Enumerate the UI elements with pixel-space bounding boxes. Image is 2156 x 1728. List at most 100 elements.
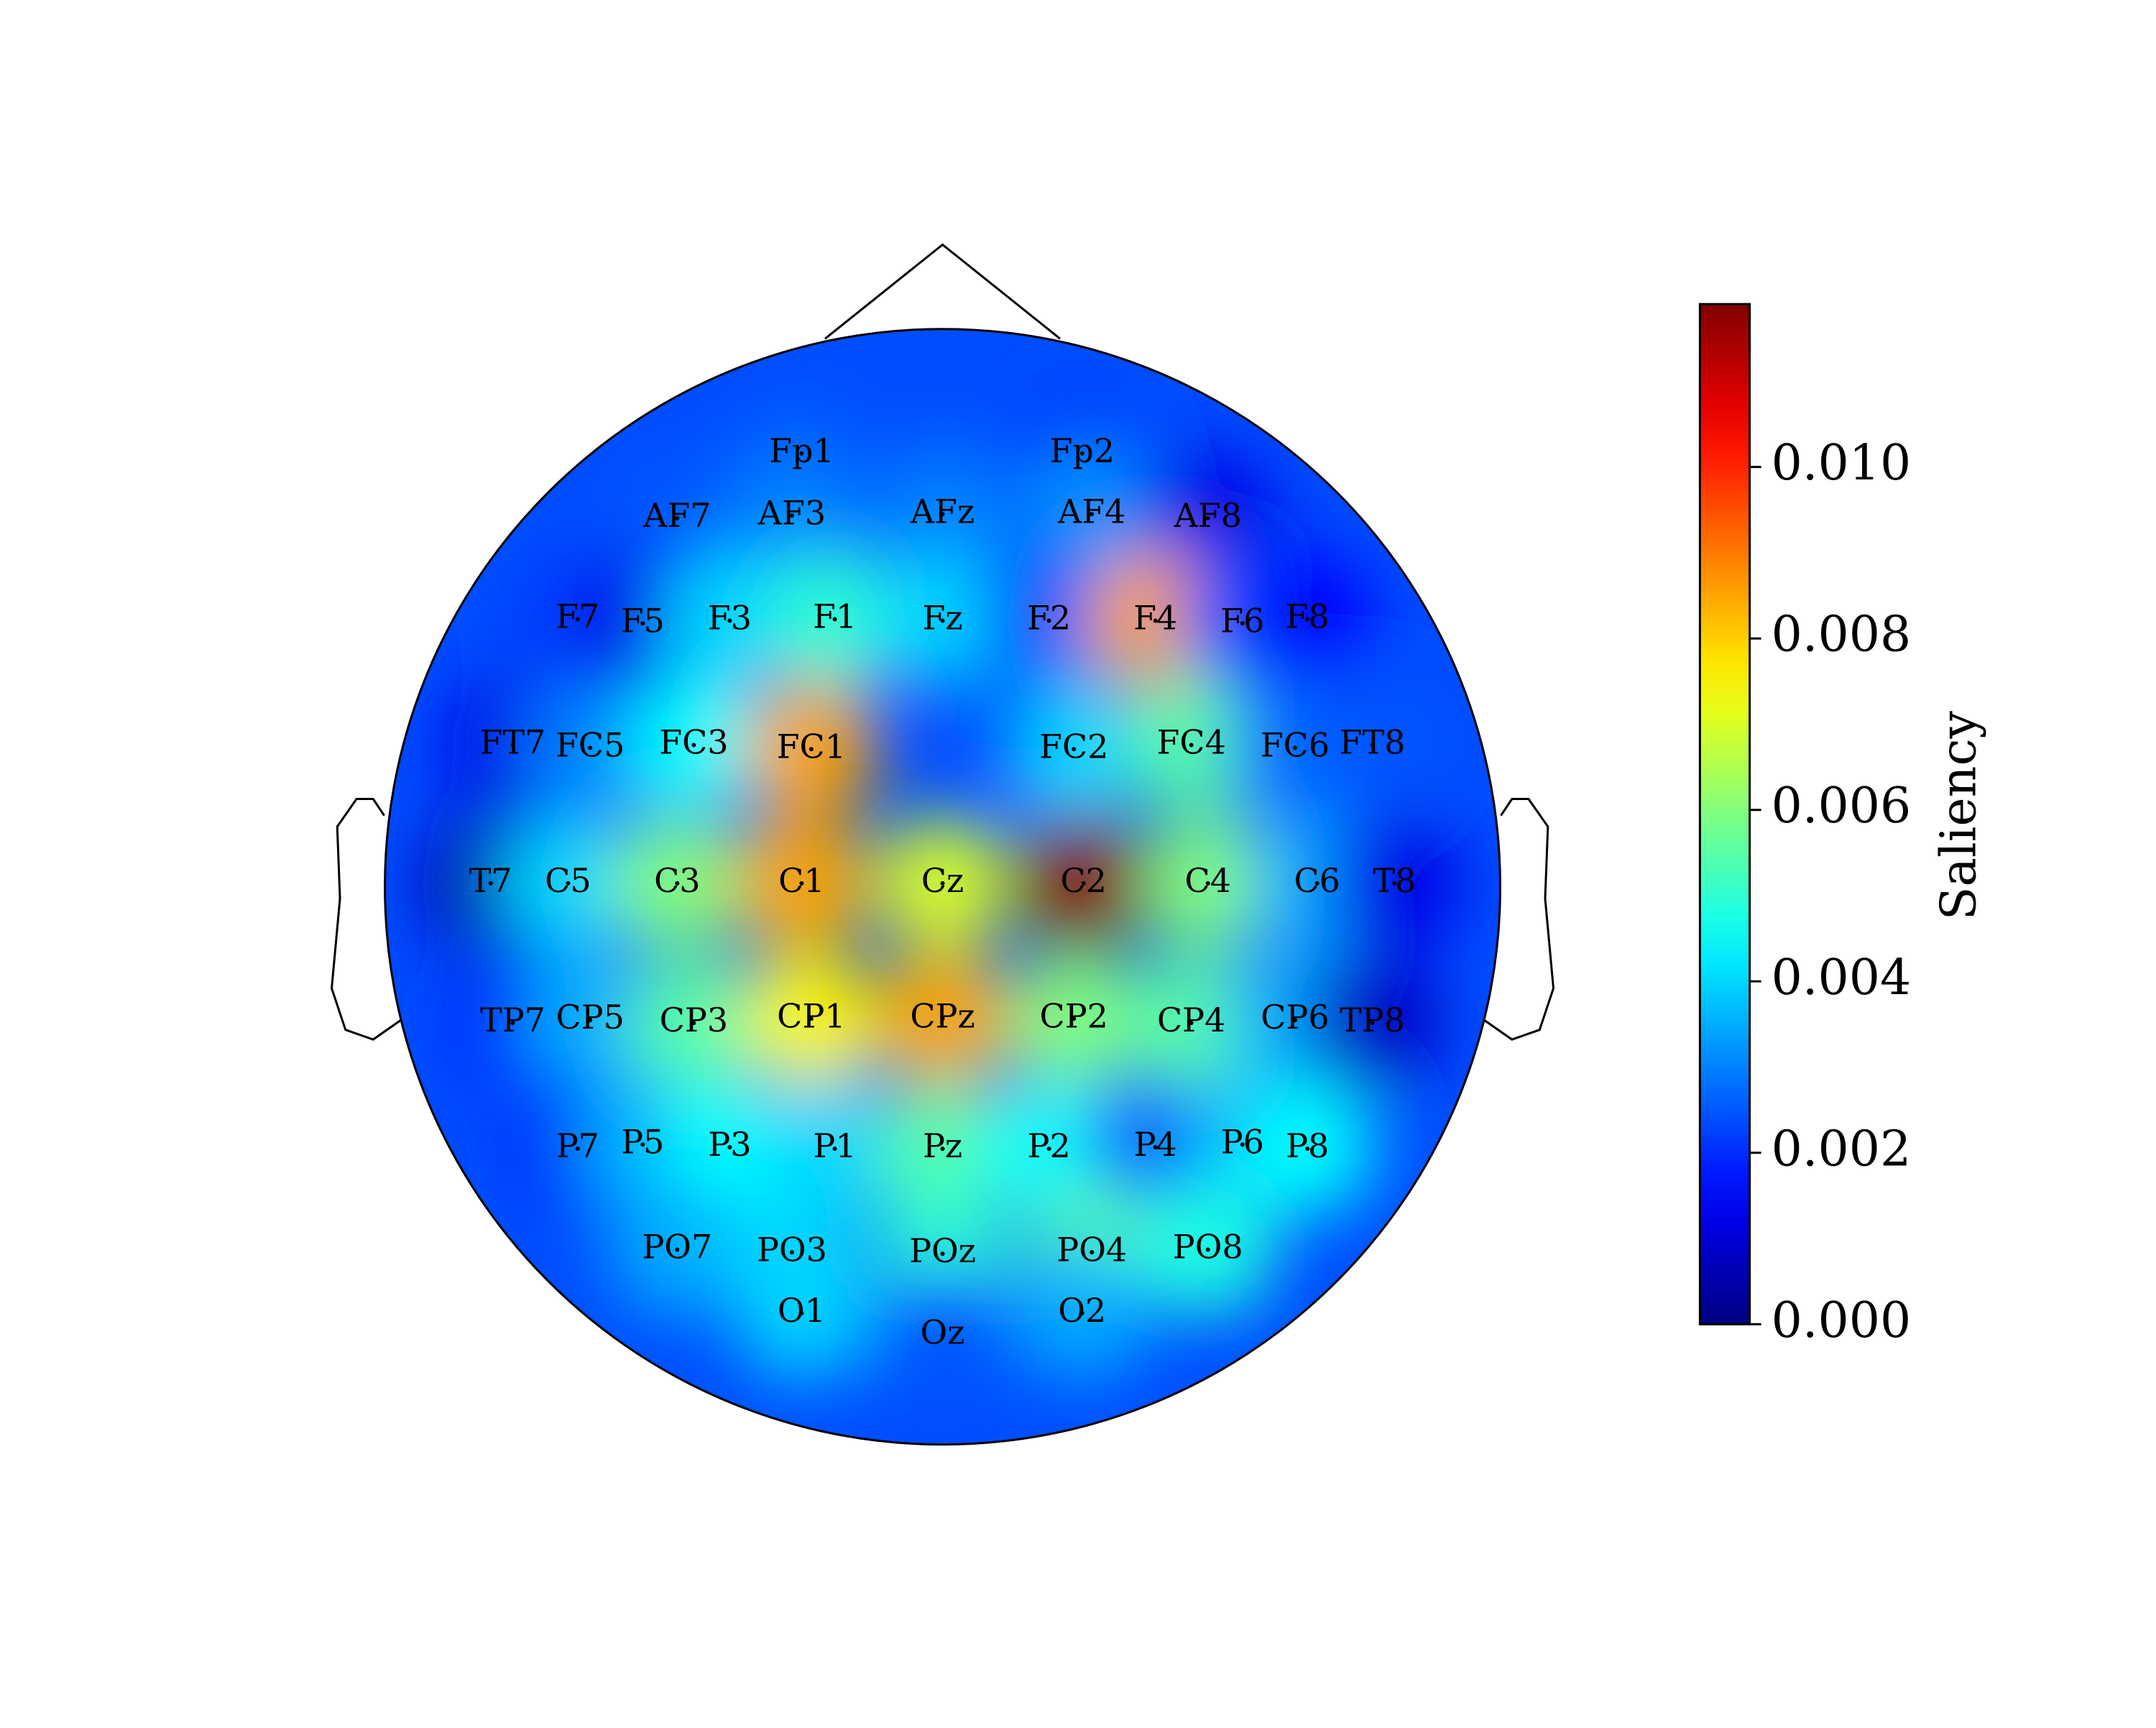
channel-label: O2 [1058, 1291, 1106, 1330]
colorbar [1698, 303, 1751, 1325]
electrode [940, 1333, 945, 1338]
channel-label: CP2 [1040, 996, 1108, 1035]
electrode [1089, 1250, 1095, 1255]
electrode [1240, 621, 1245, 626]
electrode [1079, 451, 1084, 456]
channel-label: C6 [1294, 861, 1340, 900]
channel-label: AF4 [1057, 492, 1125, 530]
channel-label: CP1 [777, 996, 845, 1035]
channel-label: P2 [1028, 1126, 1071, 1165]
electrode [1292, 1018, 1297, 1023]
channel-label: O1 [778, 1291, 826, 1330]
channel-label: TP7 [480, 1001, 545, 1039]
channel-label: P6 [1221, 1122, 1264, 1161]
channel-label: Pz [923, 1126, 962, 1165]
channel-label: C2 [1060, 861, 1106, 900]
left-ear [331, 798, 402, 1041]
electrode [940, 512, 945, 517]
channel-label: P1 [813, 1126, 856, 1165]
electrode [727, 1145, 732, 1150]
channel-label: Fz [922, 598, 962, 637]
electrode [675, 516, 680, 521]
electrode [1153, 1145, 1158, 1150]
colorbar-tick-label: 0.010 [1772, 435, 1912, 492]
electrode [799, 881, 804, 886]
electrode [1370, 743, 1375, 748]
electrode [1081, 881, 1086, 886]
channel-label: C4 [1185, 861, 1231, 900]
channel-label: CPz [910, 996, 975, 1035]
electrode [1072, 1016, 1077, 1021]
channel-label: Cz [921, 861, 964, 900]
channel-label: P4 [1134, 1125, 1177, 1164]
channel-label: Fp1 [769, 431, 834, 470]
channel-label: F8 [1286, 597, 1330, 636]
electrode [675, 1247, 680, 1252]
channel-label: F1 [813, 597, 857, 636]
electrode [640, 1142, 645, 1147]
electrode [1072, 747, 1077, 752]
channel-label: CP3 [660, 1001, 728, 1039]
channel-label: P8 [1286, 1126, 1329, 1165]
channel-label: FC2 [1039, 727, 1108, 766]
channel-label: FC5 [556, 725, 625, 764]
electrode [789, 513, 794, 518]
nose [824, 243, 1061, 340]
channel-label: F3 [708, 598, 752, 637]
electrode [1240, 1142, 1245, 1147]
colorbar-label: Saliency [1930, 710, 1987, 920]
channel-label: CP5 [556, 998, 624, 1037]
channel-label: Oz [921, 1313, 965, 1352]
electrode [691, 743, 696, 748]
channel-label: P7 [556, 1126, 599, 1165]
electrode [1305, 1146, 1310, 1152]
electrode [940, 618, 945, 623]
channel-label: F2 [1027, 598, 1071, 637]
electrode [808, 1016, 814, 1021]
electrode [1153, 618, 1158, 623]
electrode [940, 1016, 945, 1021]
electrode [832, 617, 837, 622]
electrode [1205, 881, 1210, 886]
channel-label: F6 [1220, 601, 1264, 640]
electrode [940, 881, 945, 886]
electrode [675, 881, 680, 886]
electrode [588, 1018, 593, 1023]
right-ear [1483, 798, 1555, 1041]
electrode [488, 881, 493, 886]
channel-label: PO3 [757, 1230, 827, 1269]
channel-label: F7 [556, 597, 599, 636]
channel-label: FC1 [777, 727, 846, 766]
electrode [510, 743, 515, 748]
channel-label: PO8 [1173, 1227, 1243, 1266]
channel-label: FC6 [1261, 725, 1330, 764]
colorbar-tick-label: 0.002 [1772, 1121, 1912, 1177]
channel-label: C5 [545, 861, 591, 900]
electrode [940, 1146, 945, 1152]
channel-label: AF7 [642, 496, 711, 535]
electrode [808, 747, 814, 752]
electrode [640, 621, 645, 626]
electrode [1189, 743, 1194, 748]
channel-label: AF8 [1174, 496, 1242, 535]
channel-label: FT8 [1340, 723, 1406, 762]
electrode [1205, 516, 1210, 521]
electrode [1079, 1310, 1084, 1315]
electrode [789, 1250, 794, 1255]
channel-label: POz [909, 1231, 976, 1270]
electrode [1189, 1021, 1194, 1026]
channel-label: Fp2 [1049, 431, 1115, 470]
channel-label: PO4 [1056, 1230, 1127, 1269]
electrode [799, 1310, 804, 1315]
electrode [1370, 1021, 1375, 1026]
colorbar-tick-label: 0.000 [1772, 1292, 1912, 1349]
channel-label: P5 [621, 1122, 664, 1161]
channel-label: C3 [654, 861, 700, 900]
electrode [510, 1021, 515, 1026]
electrode [1392, 881, 1397, 886]
channel-label: T7 [469, 861, 512, 900]
electrode [1305, 617, 1310, 622]
electrode [799, 451, 804, 456]
electrode [1314, 881, 1319, 886]
